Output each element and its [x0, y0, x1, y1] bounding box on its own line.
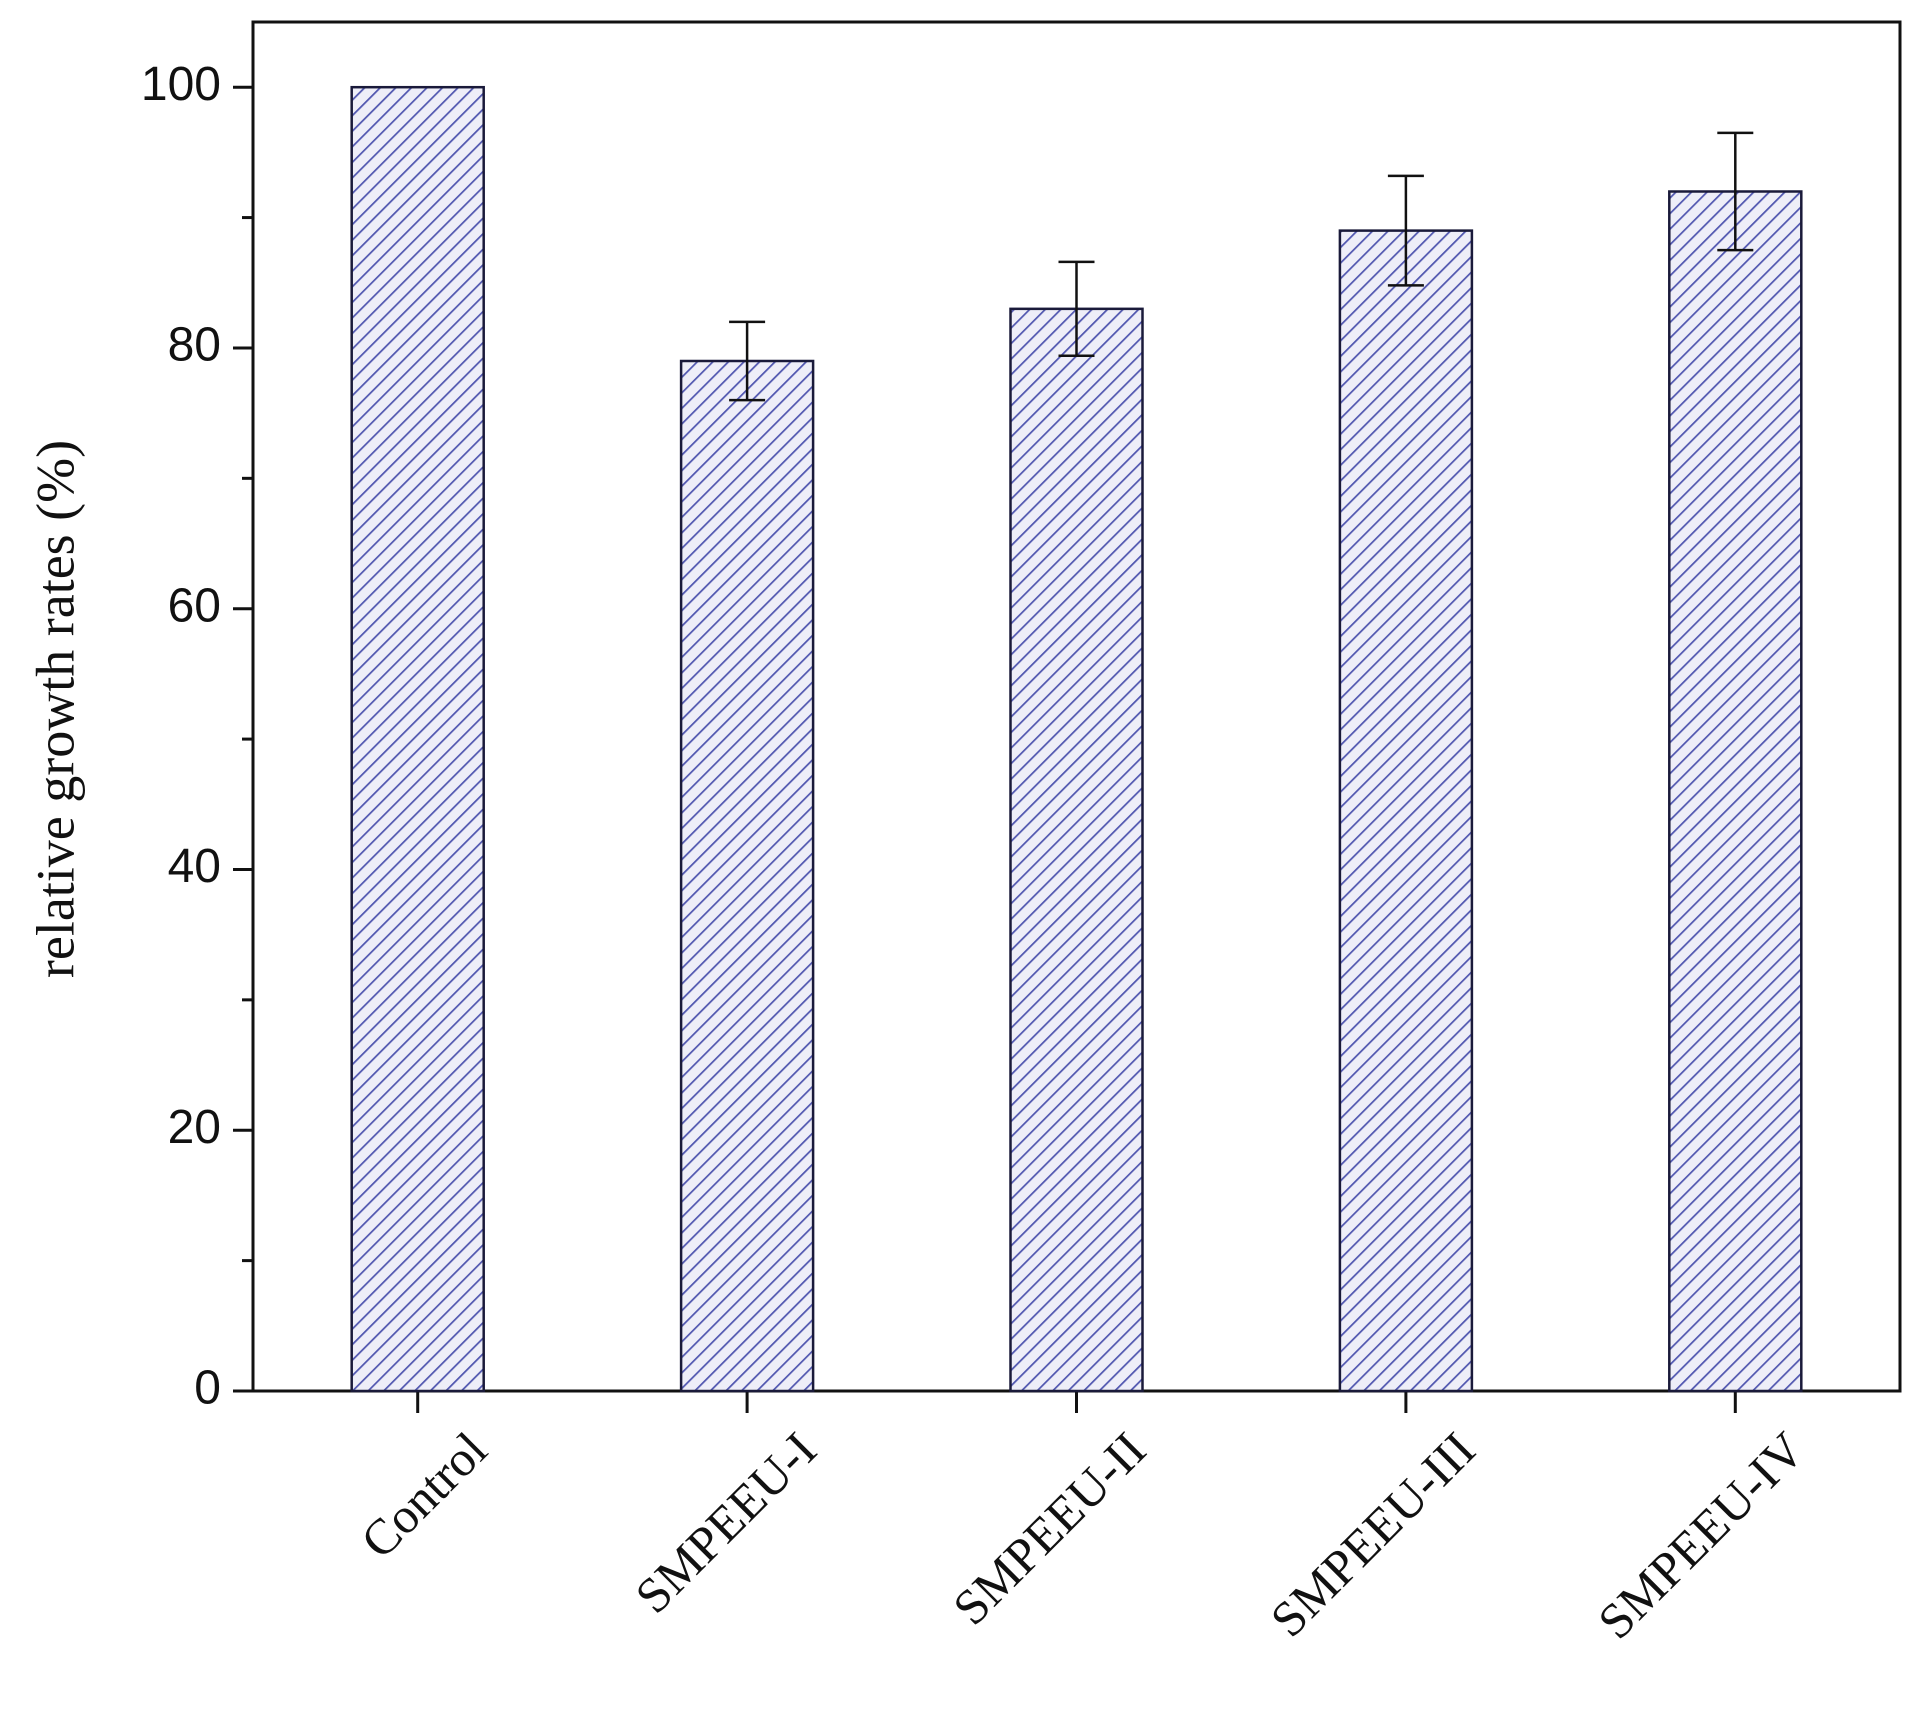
error-bar: [1717, 131, 1754, 252]
bar: [1338, 229, 1474, 1393]
x-tick-label: SMPEEU-IV: [1587, 1421, 1815, 1649]
error-bar: [1058, 260, 1095, 358]
error-bar: [729, 320, 766, 402]
y-tick-label: 60: [168, 579, 221, 632]
y-tick-label: 80: [168, 319, 221, 372]
bar: [1009, 307, 1144, 1393]
bar: [679, 359, 815, 1393]
x-tick-label: Control: [350, 1421, 498, 1569]
y-tick-label: 20: [168, 1101, 221, 1154]
y-axis-label: relative growth rates (%): [25, 440, 85, 978]
x-tick-label: SMPEEU-I: [624, 1421, 827, 1624]
x-tick-label: SMPEEU-II: [942, 1421, 1156, 1635]
bar: [350, 85, 485, 1393]
y-tick-label: 0: [194, 1362, 221, 1415]
y-tick-label: 100: [141, 58, 221, 111]
x-tick-label: SMPEEU-III: [1259, 1421, 1485, 1647]
error-bar: [1387, 174, 1424, 287]
bar: [1668, 190, 1803, 1393]
y-tick-label: 40: [168, 840, 221, 893]
